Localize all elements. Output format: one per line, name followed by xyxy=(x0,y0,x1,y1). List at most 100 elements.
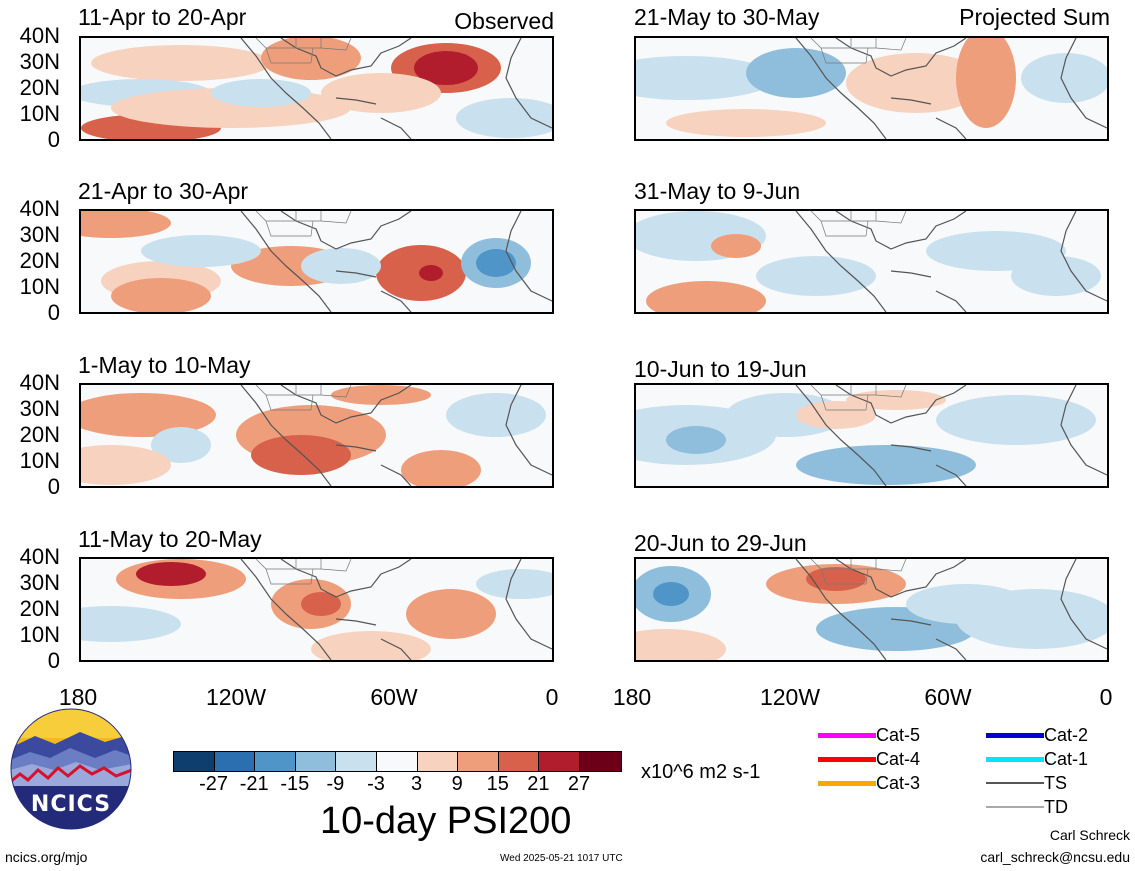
coastline xyxy=(795,38,1107,139)
panel-title-left-4: 11-May to 20-May xyxy=(78,526,262,552)
x-tick-left-120w: 120W xyxy=(205,684,267,710)
x-tick-left-180: 180 xyxy=(58,684,98,710)
ncics-logo-text: NCICS xyxy=(30,792,112,817)
anomaly-contour xyxy=(81,211,171,238)
x-tick-right-180: 180 xyxy=(612,684,652,710)
legend-line xyxy=(986,782,1044,784)
anomaly-map xyxy=(81,38,552,139)
legend-line xyxy=(986,806,1044,808)
anomaly-contour xyxy=(666,426,726,454)
panel-title-right-3: 10-Jun to 19-Jun xyxy=(634,356,807,382)
panel-title-right-4: 20-Jun to 29-Jun xyxy=(634,530,807,556)
map-panel-left-3 xyxy=(79,383,554,488)
y-tick-label: 0 xyxy=(47,127,60,152)
anomaly-contour xyxy=(666,109,826,137)
anomaly-contour xyxy=(401,450,481,486)
map-panel-left-2 xyxy=(79,209,554,314)
map-panel-right-2 xyxy=(634,209,1109,314)
y-tick-label: 10N xyxy=(19,448,60,473)
anomaly-contour xyxy=(321,73,441,113)
anomaly-contour xyxy=(251,435,351,475)
map-panel-left-1 xyxy=(79,36,554,141)
anomaly-contour xyxy=(796,445,976,485)
anomaly-contour xyxy=(446,393,546,437)
colorbar-swatch xyxy=(579,752,621,771)
anomaly-map xyxy=(81,385,552,486)
state-borders xyxy=(255,385,352,411)
colorbar-label: -15 xyxy=(280,773,310,795)
panel-corner-projected: Projected Sum xyxy=(959,4,1110,30)
legend-line xyxy=(986,756,1044,762)
anomaly-contour xyxy=(419,265,443,281)
panel-title-left-3: 1-May to 10-May xyxy=(78,352,251,378)
x-tick-right-0: 0 xyxy=(1099,684,1113,710)
y-tick-label: 10N xyxy=(19,622,60,647)
colorbar xyxy=(173,751,622,772)
x-tick-right-60w: 60W xyxy=(924,684,972,710)
panel-title-right-2: 31-May to 9-Jun xyxy=(634,178,801,204)
colorbar-title: 10-day PSI200 xyxy=(320,800,572,842)
anomaly-contour xyxy=(476,249,516,277)
anomaly-contour xyxy=(81,606,181,642)
legend-label: Cat-3 xyxy=(876,773,921,793)
anomaly-contour xyxy=(636,629,726,660)
anomaly-contour xyxy=(653,582,689,606)
anomaly-contour xyxy=(956,38,1016,128)
colorbar-swatch xyxy=(376,752,418,771)
colorbar-swatch xyxy=(214,752,256,771)
footer-timestamp: Wed 2025-05-21 1017 UTC xyxy=(500,853,623,864)
coastline xyxy=(795,211,1107,312)
anomaly-contour xyxy=(81,445,171,485)
colorbar-units: x10^6 m2 s-1 xyxy=(641,761,761,783)
anomaly-contour xyxy=(81,393,216,437)
anomaly-map xyxy=(636,211,1107,312)
coastline xyxy=(240,38,552,139)
legend-line xyxy=(986,732,1044,738)
state-borders xyxy=(255,211,352,237)
map-panel-right-1 xyxy=(634,36,1109,141)
ncics-logo: NCICS xyxy=(10,708,132,830)
anomaly-contour xyxy=(111,278,211,312)
anomaly-contour xyxy=(746,48,846,98)
colorbar-swatch xyxy=(458,752,499,771)
colorbar-swatch xyxy=(336,752,377,771)
anomaly-contour xyxy=(711,234,761,258)
state-borders xyxy=(810,559,907,585)
y-tick-label: 30N xyxy=(19,396,60,421)
panel-corner-observed: Observed xyxy=(454,8,554,34)
anomaly-contour xyxy=(311,631,431,660)
anomaly-contour xyxy=(261,38,361,80)
anomaly-contour xyxy=(936,395,1096,445)
y-tick-label: 40N xyxy=(19,370,60,395)
anomaly-contour xyxy=(406,589,496,639)
legend-label: Cat-1 xyxy=(1044,749,1089,769)
y-tick-label: 30N xyxy=(19,49,60,74)
y-tick-label: 0 xyxy=(47,474,60,499)
legend-label: Cat-2 xyxy=(1044,725,1089,745)
colorbar-label: 15 xyxy=(486,773,509,795)
colorbar-swatch xyxy=(255,752,296,771)
y-tick-label: 10N xyxy=(19,274,60,299)
anomaly-contour xyxy=(1021,53,1107,103)
anomaly-contour xyxy=(906,584,1026,624)
legend-label: Cat-4 xyxy=(876,749,921,769)
anomaly-contour xyxy=(756,256,876,296)
anomaly-map xyxy=(636,385,1107,486)
colorbar-label: -9 xyxy=(326,773,345,795)
footer-email: carl_schreck@ncsu.edu xyxy=(980,849,1130,865)
colorbar-swatch xyxy=(417,752,459,771)
anomaly-map xyxy=(636,559,1107,660)
legend-label: TS xyxy=(1044,773,1068,793)
y-tick-label: 0 xyxy=(47,300,60,325)
anomaly-contour xyxy=(636,56,776,100)
footer-url: ncics.org/mjo xyxy=(5,849,88,865)
anomaly-map xyxy=(81,211,552,312)
anomaly-contour xyxy=(806,567,866,591)
map-panel-right-3 xyxy=(634,383,1109,488)
anomaly-contour xyxy=(301,248,381,284)
anomaly-map xyxy=(81,559,552,660)
x-tick-left-60w: 60W xyxy=(370,684,418,710)
anomaly-contour xyxy=(136,562,206,586)
y-tick-label: 20N xyxy=(19,248,60,273)
anomaly-contour xyxy=(91,45,271,81)
